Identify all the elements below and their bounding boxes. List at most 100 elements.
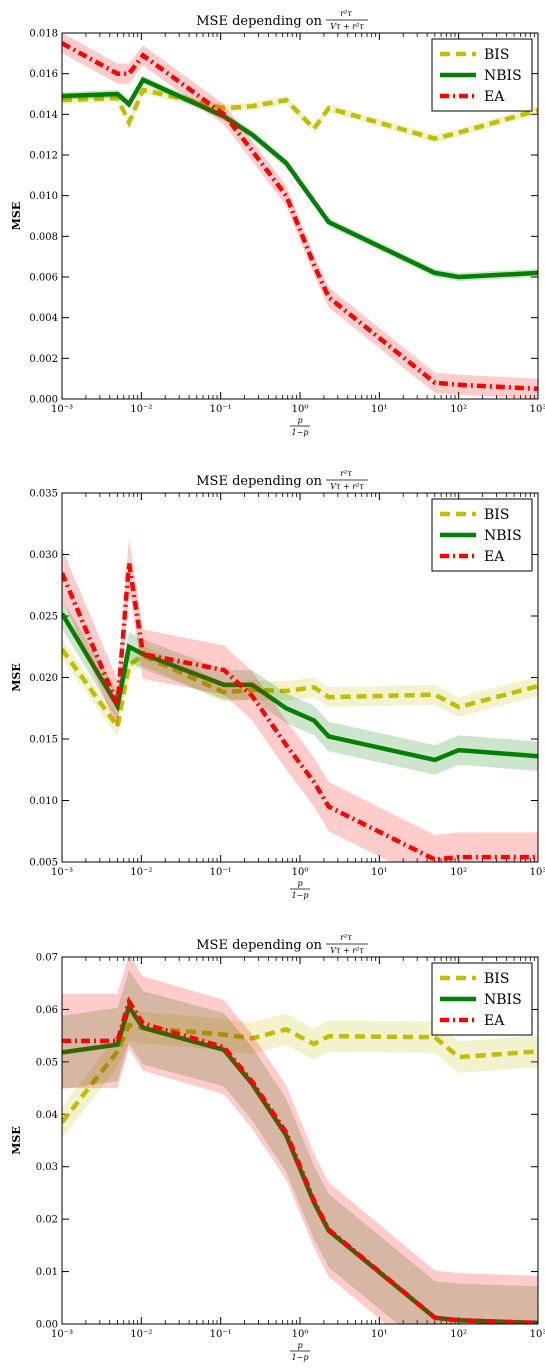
legend-label-nbis: NBIS [484, 68, 522, 84]
legend-label-nbis: NBIS [484, 992, 522, 1008]
x-tick-label: 10⁻³ [51, 1329, 73, 1340]
legend-label-bis: BIS [484, 507, 509, 523]
x-tick-label: 10⁻² [130, 404, 152, 415]
x-tick-label: 10² [450, 1329, 467, 1340]
y-tick-label: 0.012 [29, 151, 58, 162]
series-line-bis [62, 647, 538, 733]
x-tick-label: 10¹ [371, 404, 388, 415]
chart-panel-2: MSE depending on r²τ Vτ + r²τ MSE p 1−p 10⁻³ 10… [10, 469, 545, 900]
y-tick-label: 0.006 [29, 273, 58, 284]
y-tick-label: 0.008 [29, 232, 58, 243]
x-tick-label: 10⁻¹ [210, 867, 232, 878]
title-fraction-denominator: Vτ + r²τ [330, 946, 364, 955]
x-tick-label: 10³ [530, 1329, 545, 1340]
y-tick-label: 0.005 [29, 858, 58, 869]
plot-area [62, 957, 538, 1324]
title-fraction-numerator: r²τ [340, 469, 352, 478]
series-band-nbis [62, 598, 538, 775]
series-band-bis [62, 85, 538, 143]
y-tick-label: 0.015 [29, 735, 58, 746]
plot-frame [61, 492, 539, 863]
y-tick-label: 0.04 [36, 1110, 58, 1121]
x-label-numerator: p [297, 416, 302, 425]
y-axis-label: MSE [10, 663, 23, 692]
x-label-numerator: p [297, 879, 302, 888]
y-tick-label: 0.00 [36, 1320, 58, 1331]
legend-label-bis: BIS [484, 971, 509, 987]
plot-area [62, 33, 538, 399]
y-tick-label: 0.010 [29, 796, 58, 807]
y-tick-label: 0.004 [29, 313, 58, 324]
x-label-denominator: 1−p [292, 428, 309, 437]
legend: BIS NBIS EA [431, 962, 533, 1036]
series-band-nbis [62, 75, 538, 282]
series-band-ea [62, 33, 538, 399]
series-line-nbis [62, 76, 538, 280]
series-band-bis [62, 1009, 538, 1138]
y-tick-label: 0.000 [29, 395, 58, 406]
chart-title: MSE depending on [196, 474, 322, 489]
legend-label-ea: EA [484, 1013, 505, 1029]
x-tick-label: 10⁻³ [51, 404, 73, 415]
x-tick-label: 10⁻¹ [210, 1329, 232, 1340]
series-band-ea [62, 957, 538, 1324]
plot-frame [61, 956, 539, 1325]
x-tick-label: 10⁻² [130, 1329, 152, 1340]
series-line-ea [62, 562, 538, 862]
series-line-nbis [62, 612, 538, 763]
legend-label-ea: EA [484, 549, 505, 565]
chart-panel-3: MSE depending on r²τ Vτ + r²τ MSE p 1−p 10⁻³ 10… [10, 933, 545, 1362]
x-tick-label: 10⁰ [292, 404, 309, 415]
y-tick-label: 0.06 [36, 1005, 58, 1016]
legend-label-nbis: NBIS [484, 528, 522, 544]
y-tick-label: 0.025 [29, 612, 58, 623]
legend-label-bis: BIS [484, 47, 509, 63]
y-tick-label: 0.01 [36, 1267, 58, 1278]
y-tick-label: 0.016 [29, 69, 58, 80]
x-tick-label: 10¹ [371, 1329, 388, 1340]
y-tick-label: 0.05 [36, 1057, 58, 1068]
x-tick-label: 10⁻¹ [210, 404, 232, 415]
x-label-denominator: 1−p [292, 1353, 309, 1362]
title-fraction-denominator: Vτ + r²τ [330, 22, 364, 31]
legend: BIS NBIS EA [431, 38, 533, 112]
legend: BIS NBIS EA [431, 498, 533, 572]
series-line-bis [62, 1022, 538, 1124]
x-label-numerator: p [297, 1341, 302, 1350]
x-tick-label: 10¹ [371, 867, 388, 878]
legend-label-ea: EA [484, 89, 505, 105]
y-tick-label: 0.010 [29, 191, 58, 202]
x-label-denominator: 1−p [292, 891, 309, 900]
x-tick-label: 10⁰ [292, 867, 309, 878]
y-axis-label: MSE [10, 1126, 23, 1155]
title-fraction-denominator: Vτ + r²τ [330, 482, 364, 491]
chart-title: MSE depending on [196, 14, 322, 29]
series-band-nbis [62, 970, 538, 1324]
title-fraction-numerator: r²τ [340, 9, 352, 18]
y-tick-label: 0.002 [29, 354, 58, 365]
x-tick-label: 10³ [530, 404, 545, 415]
x-tick-label: 10² [450, 867, 467, 878]
plot-area [62, 538, 538, 862]
title-fraction-numerator: r²τ [340, 933, 352, 942]
y-tick-label: 0.030 [29, 550, 58, 561]
series-line-ea [62, 41, 538, 392]
y-tick-label: 0.018 [29, 29, 58, 40]
series-line-bis [62, 87, 538, 142]
x-tick-label: 10⁰ [292, 1329, 309, 1340]
x-tick-label: 10⁻² [130, 867, 152, 878]
y-tick-label: 0.020 [29, 673, 58, 684]
series-line-ea [62, 996, 538, 1324]
y-axis-label: MSE [10, 202, 23, 231]
chart-panel-1: MSE depending on r²τ Vτ + r²τ MSE p 1−p 10⁻³ 10… [10, 9, 545, 437]
chart-title: MSE depending on [196, 938, 322, 953]
y-tick-label: 0.03 [36, 1162, 58, 1173]
y-tick-label: 0.014 [29, 110, 58, 121]
x-tick-label: 10³ [530, 867, 545, 878]
plot-frame [61, 32, 539, 400]
x-tick-label: 10² [450, 404, 467, 415]
y-tick-label: 0.07 [36, 953, 58, 964]
y-tick-label: 0.02 [36, 1215, 58, 1226]
x-tick-label: 10⁻³ [51, 867, 73, 878]
